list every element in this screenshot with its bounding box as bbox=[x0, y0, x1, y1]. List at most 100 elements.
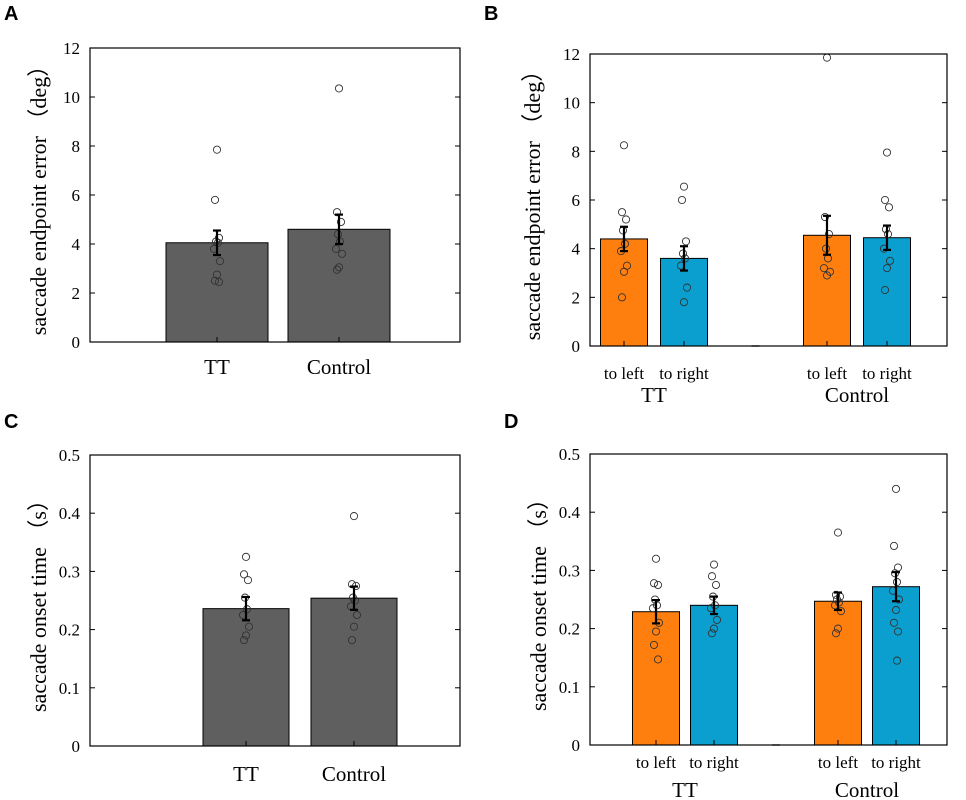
data-point bbox=[244, 622, 254, 631]
data-point bbox=[681, 237, 691, 246]
y-tick-label: 0.5 bbox=[559, 445, 580, 464]
panel-letter: C bbox=[4, 411, 18, 433]
data-point bbox=[617, 208, 627, 217]
bar-tt-left bbox=[600, 238, 648, 347]
y-axis-label: saccade onset time （s） bbox=[526, 488, 551, 711]
data-point bbox=[239, 636, 249, 645]
data-point bbox=[707, 629, 717, 638]
x-category-label: Control bbox=[835, 778, 899, 800]
x-category-label: TT bbox=[672, 778, 698, 800]
x-subcategory-label: to left bbox=[636, 753, 676, 772]
data-point bbox=[619, 267, 629, 276]
y-tick-label: 2 bbox=[572, 288, 581, 307]
data-point bbox=[880, 195, 890, 205]
data-point bbox=[337, 249, 347, 258]
plot-frame bbox=[589, 453, 948, 746]
plot-frame bbox=[589, 53, 948, 347]
data-point bbox=[349, 622, 359, 631]
y-axis-label: saccade onset time （s） bbox=[26, 489, 51, 712]
data-point bbox=[210, 195, 220, 204]
panel-letter: D bbox=[504, 411, 518, 433]
data-point bbox=[682, 283, 692, 292]
data-point bbox=[332, 208, 342, 217]
data-point bbox=[651, 554, 661, 563]
y-tick-label: 6 bbox=[572, 191, 581, 210]
data-point bbox=[891, 605, 901, 615]
y-tick-label: 0 bbox=[72, 737, 81, 756]
y-tick-label: 0.3 bbox=[559, 561, 580, 580]
panel-letter: B bbox=[484, 3, 498, 25]
bar-tt-right bbox=[660, 257, 708, 347]
x-category-label: TT bbox=[204, 355, 230, 379]
x-category-label: Control bbox=[307, 355, 371, 379]
y-tick-label: 0.2 bbox=[559, 620, 580, 639]
y-tick-label: 0.4 bbox=[559, 503, 581, 522]
data-point bbox=[833, 624, 843, 633]
x-subcategory-label: to right bbox=[689, 753, 739, 772]
data-point bbox=[831, 590, 841, 599]
bar-control bbox=[287, 228, 391, 343]
y-tick-label: 4 bbox=[72, 235, 81, 254]
x-subcategory-label: to left bbox=[604, 364, 644, 383]
bar-tt-left bbox=[632, 611, 680, 746]
data-point bbox=[336, 217, 346, 226]
data-point bbox=[653, 655, 663, 664]
data-point bbox=[241, 631, 251, 640]
data-point bbox=[349, 512, 359, 521]
y-tick-label: 0.2 bbox=[59, 621, 80, 640]
data-point bbox=[332, 265, 342, 274]
data-point bbox=[243, 576, 253, 585]
y-tick-label: 4 bbox=[572, 240, 581, 259]
data-point bbox=[331, 244, 341, 253]
data-point bbox=[334, 84, 344, 93]
data-point bbox=[831, 629, 841, 638]
data-point bbox=[709, 624, 719, 633]
data-point bbox=[649, 579, 659, 588]
data-point bbox=[653, 580, 663, 590]
x-category-label: Control bbox=[825, 383, 889, 407]
data-point bbox=[822, 53, 832, 62]
y-axis-label: saccade endpoint error （deg） bbox=[520, 60, 545, 340]
data-point bbox=[882, 264, 892, 273]
data-point bbox=[334, 263, 344, 272]
y-tick-label: 0.4 bbox=[59, 504, 81, 523]
data-point bbox=[649, 640, 659, 649]
x-subcategory-label: to left bbox=[807, 364, 847, 383]
y-tick-label: 0.3 bbox=[59, 562, 80, 581]
data-point bbox=[891, 484, 901, 493]
data-point bbox=[352, 611, 362, 620]
x-category-label: Control bbox=[322, 762, 386, 786]
bar-control-right bbox=[872, 586, 920, 746]
data-point bbox=[241, 552, 251, 561]
y-axis-label: saccade endpoint error （deg） bbox=[26, 55, 51, 335]
data-point bbox=[889, 541, 899, 551]
data-point bbox=[679, 298, 689, 307]
data-point bbox=[212, 270, 222, 279]
x-subcategory-label: to right bbox=[659, 364, 709, 383]
data-point bbox=[709, 560, 719, 569]
data-point bbox=[833, 528, 843, 537]
bar-tt bbox=[165, 242, 269, 343]
y-tick-label: 6 bbox=[72, 186, 81, 205]
data-point bbox=[822, 271, 832, 280]
x-subcategory-label: to left bbox=[818, 753, 858, 772]
y-tick-label: 10 bbox=[63, 88, 80, 107]
data-point bbox=[707, 572, 717, 581]
data-point bbox=[619, 141, 629, 150]
x-subcategory-label: to right bbox=[862, 364, 912, 383]
plot-frame bbox=[89, 454, 461, 747]
data-point bbox=[347, 636, 357, 645]
data-point bbox=[711, 580, 721, 590]
plot-frame bbox=[89, 47, 461, 343]
y-tick-label: 0.5 bbox=[59, 446, 80, 465]
bar-control-right bbox=[863, 237, 911, 347]
y-tick-label: 0.1 bbox=[559, 678, 580, 697]
bar-control-left bbox=[814, 600, 862, 746]
data-point bbox=[210, 276, 220, 285]
data-point bbox=[239, 570, 249, 579]
data-point bbox=[712, 615, 722, 624]
y-tick-label: 0.1 bbox=[59, 679, 80, 698]
